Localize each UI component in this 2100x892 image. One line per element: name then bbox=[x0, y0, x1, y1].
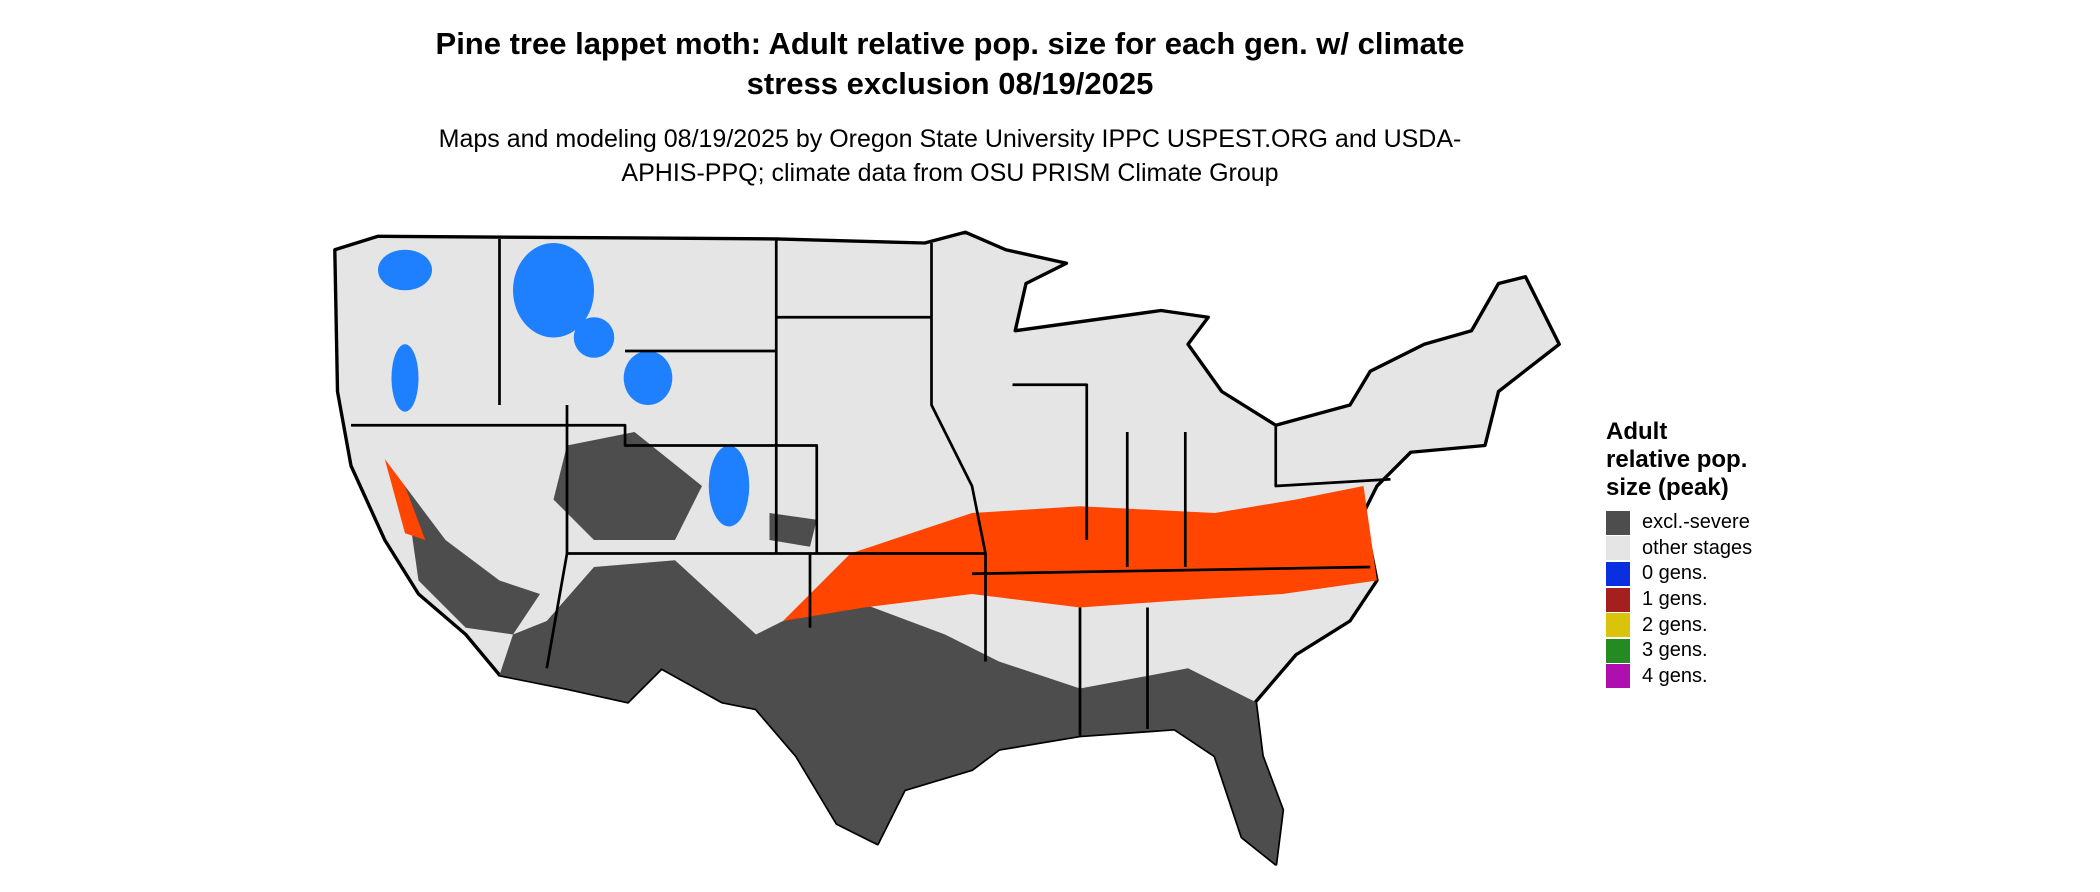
legend-items: excl.-severe other stages 0 gens. 1 gens. 2 … bbox=[1606, 510, 1756, 689]
legend-label: excl.-severe bbox=[1642, 511, 1750, 534]
legend-item: 1 gens. bbox=[1606, 587, 1756, 613]
legend-item: 0 gens. bbox=[1606, 561, 1756, 587]
legend-item: 4 gens. bbox=[1606, 664, 1756, 690]
legend-item: 2 gens. bbox=[1606, 612, 1756, 638]
legend-label: 3 gens. bbox=[1642, 639, 1708, 662]
legend-label: other stages bbox=[1642, 536, 1753, 559]
legend-label: 2 gens. bbox=[1642, 613, 1708, 636]
legend-label: 4 gens. bbox=[1642, 664, 1708, 687]
legend-swatch bbox=[1606, 664, 1630, 689]
legend-item: other stages bbox=[1606, 536, 1756, 562]
legend-item: excl.-severe bbox=[1606, 510, 1756, 536]
legend-title: Adult relative pop. size (peak) bbox=[1606, 418, 1748, 501]
legend-label: 1 gens. bbox=[1642, 588, 1708, 611]
legend-swatch bbox=[1606, 587, 1630, 612]
map-title: Pine tree lappet moth: Adult relative po… bbox=[435, 26, 1465, 101]
legend-swatch bbox=[1606, 510, 1630, 535]
legend-item: 3 gens. bbox=[1606, 638, 1756, 664]
legend-label: 0 gens. bbox=[1642, 562, 1708, 585]
legend-swatch bbox=[1606, 536, 1630, 561]
legend-swatch bbox=[1606, 613, 1630, 638]
one-gen-region bbox=[384, 459, 1377, 621]
legend: Adult relative pop. size (peak) excl.-se… bbox=[1606, 418, 1756, 689]
excluded-region bbox=[405, 432, 1283, 864]
legend-swatch bbox=[1606, 561, 1630, 586]
map-subtitle: Maps and modeling 08/19/2025 by Oregon S… bbox=[438, 125, 1462, 187]
legend-swatch bbox=[1606, 638, 1630, 663]
state-lines bbox=[351, 238, 1391, 736]
zero-gen-patches bbox=[378, 243, 750, 527]
